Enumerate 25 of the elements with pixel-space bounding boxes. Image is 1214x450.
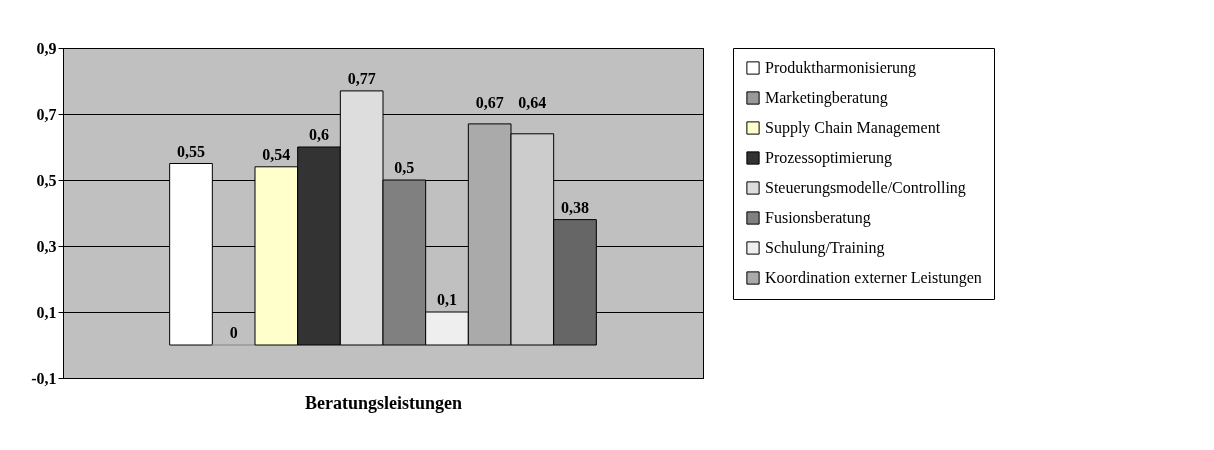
y-tick-label: 0,5 bbox=[36, 171, 57, 189]
data-label: 0,54 bbox=[262, 145, 291, 163]
data-label: 0 bbox=[229, 324, 238, 341]
legend-label: Steuerungsmodelle/Controlling bbox=[765, 179, 966, 197]
legend-label: Marketingberatung bbox=[765, 89, 888, 107]
data-label: 0,67 bbox=[475, 94, 504, 111]
y-tick-label: -0,1 bbox=[31, 369, 57, 387]
legend-label: Koordination externer Leistungen bbox=[765, 269, 982, 287]
legend-label: Schulung/Training bbox=[765, 239, 885, 257]
legend-label: Produktharmonisierung bbox=[765, 59, 917, 77]
y-tick-label: 0,9 bbox=[36, 39, 57, 57]
legend-label: Supply Chain Management bbox=[765, 119, 941, 137]
legend-label: Prozessoptimierung bbox=[765, 149, 893, 167]
data-label: 0,1 bbox=[437, 291, 457, 308]
y-tick-label: 0,3 bbox=[36, 237, 57, 255]
y-tick-label: 0,7 bbox=[36, 105, 57, 123]
x-axis-title: Beratungsleistungen bbox=[304, 392, 463, 413]
data-label: 0,77 bbox=[347, 69, 376, 87]
y-tick-label: 0,1 bbox=[36, 303, 57, 321]
data-label: 0,55 bbox=[177, 142, 205, 160]
legend-label: Fusionsberatung bbox=[765, 209, 871, 227]
data-label: 0,38 bbox=[561, 198, 589, 216]
data-label: 0,5 bbox=[394, 159, 415, 176]
data-label: 0,64 bbox=[518, 94, 547, 111]
data-label: 0,6 bbox=[309, 126, 329, 143]
